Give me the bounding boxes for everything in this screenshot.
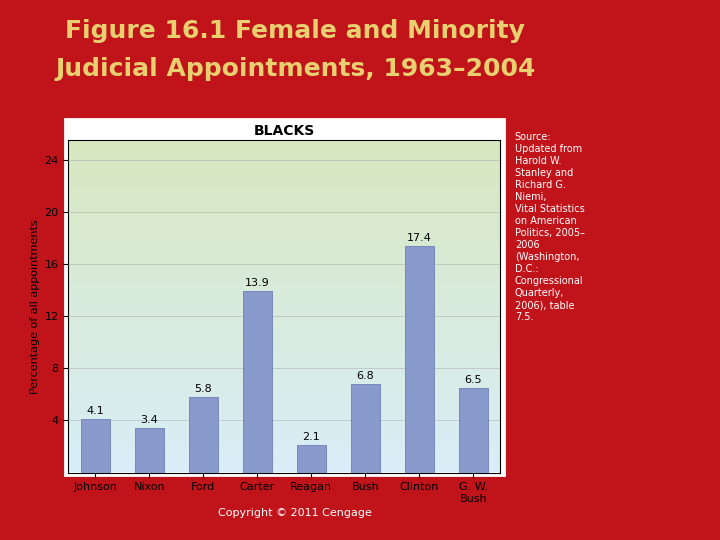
Text: 3.4: 3.4 [140, 415, 158, 425]
Text: 2.1: 2.1 [302, 432, 320, 442]
Text: 6.8: 6.8 [356, 370, 374, 381]
Text: Judicial Appointments, 1963–2004: Judicial Appointments, 1963–2004 [55, 57, 536, 80]
Text: 4.1: 4.1 [86, 406, 104, 416]
Text: 5.8: 5.8 [194, 384, 212, 394]
Bar [243, 292, 272, 472]
Text: Copyright © 2011 Cengage: Copyright © 2011 Cengage [218, 508, 372, 518]
Text: Source:
Updated from
Harold W.
Stanley and
Richard G.
Niemi,
Vital Statistics
on: Source: Updated from Harold W. Stanley a… [515, 132, 585, 322]
Text: 6.5: 6.5 [464, 375, 482, 384]
Bar [297, 445, 326, 472]
Text: Figure 16.1 Female and Minority: Figure 16.1 Female and Minority [66, 19, 525, 43]
Bar [135, 428, 164, 472]
Y-axis label: Percentage of all appointments: Percentage of all appointments [30, 219, 40, 394]
Bar [81, 419, 110, 472]
Bar [351, 384, 380, 472]
Bar [459, 388, 488, 472]
Text: 13.9: 13.9 [245, 278, 270, 288]
Text: 17.4: 17.4 [407, 233, 432, 242]
Bar [189, 397, 218, 472]
Title: BLACKS: BLACKS [253, 124, 315, 138]
Bar [405, 246, 434, 472]
